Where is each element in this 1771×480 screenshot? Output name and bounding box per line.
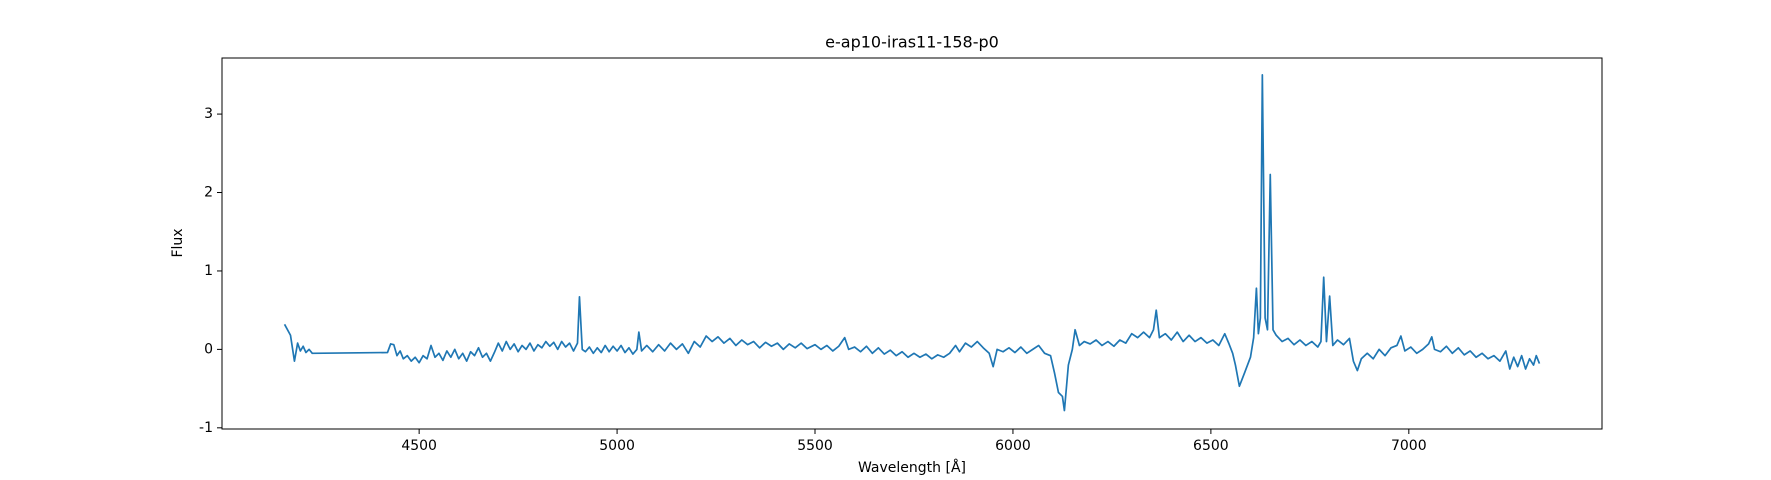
spectrum-line [283,74,1541,412]
x-tick-label: 7000 [1391,438,1427,454]
y-axis-label: Flux [170,228,186,257]
x-tick-label: 5500 [797,438,833,454]
y-tick-label: 0 [204,341,213,357]
x-tick-label: 6000 [995,438,1031,454]
y-tick-label: 2 [204,185,213,201]
y-tick-label: 1 [204,263,213,279]
x-tick-label: 5000 [599,438,635,454]
x-axis-label: Wavelength [Å] [858,459,966,476]
y-tick-label: -1 [199,420,213,436]
plot-frame [221,57,1603,430]
chart-title: e-ap10-iras11-158-p0 [825,33,999,52]
x-tick-label: 6500 [1193,438,1229,454]
y-tick-label: 3 [204,106,213,122]
x-tick-label: 4500 [401,438,437,454]
